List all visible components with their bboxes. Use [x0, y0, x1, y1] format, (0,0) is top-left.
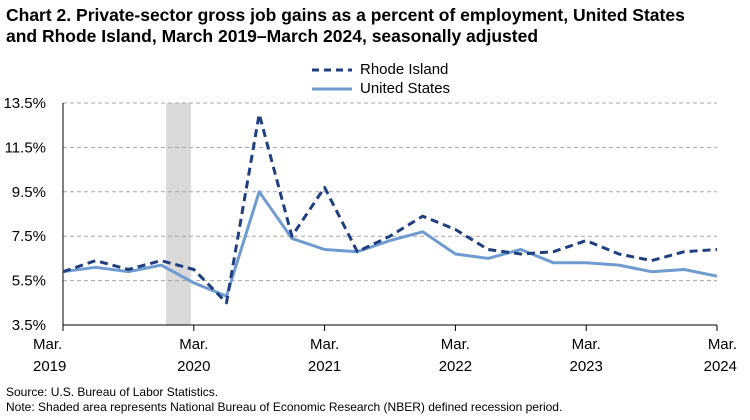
legend: Rhode Island United States — [310, 60, 450, 98]
x-tick-label-month: Mar. — [572, 336, 601, 353]
y-tick-label: 7.5% — [12, 228, 46, 245]
x-tick-label-year: 2023 — [570, 358, 603, 375]
legend-label-united-states: United States — [360, 80, 451, 97]
x-tick-label-month: Mar. — [179, 336, 208, 353]
series-line-united-states — [62, 190, 718, 298]
x-tick-label-year: 2021 — [308, 358, 341, 375]
chart-title-line-1: Chart 2. Private-sector gross job gains … — [6, 5, 685, 25]
legend-swatch-rhode-island — [312, 68, 352, 71]
footnotes: Source: U.S. Bureau of Labor Statistics.… — [6, 385, 562, 415]
recession-shade — [166, 103, 191, 325]
chart-title: Chart 2. Private-sector gross job gains … — [6, 5, 741, 47]
y-tick-label: 11.5% — [5, 139, 46, 156]
line-chart: 3.5% 5.5% 7.5% 9.5% 11.5% 13.5% Mar. 2019 Mar. 20… — [3, 95, 737, 375]
legend-item-united-states: United States — [310, 79, 450, 98]
x-tick-label-year: 2022 — [439, 358, 472, 375]
x-tick-label-month: Mar. — [33, 336, 62, 353]
source-note: Source: U.S. Bureau of Labor Statistics. — [6, 385, 219, 399]
legend-label-rhode-island: Rhode Island — [360, 61, 449, 78]
recession-note: Note: Shaded area represents National Bu… — [6, 400, 563, 414]
x-tick-label-year: 2020 — [177, 358, 210, 375]
y-tick-label: 3.5% — [12, 317, 46, 334]
y-tick-label: 13.5% — [3, 95, 46, 112]
legend-swatch-united-states — [312, 87, 352, 90]
x-tick-label-month: Mar. — [708, 336, 737, 353]
x-tick-label-year: 2024 — [704, 358, 737, 375]
x-tick-label-year: 2019 — [33, 358, 66, 375]
x-tick-label-month: Mar. — [441, 336, 470, 353]
y-tick-label: 9.5% — [12, 184, 46, 201]
chart-title-line-2: and Rhode Island, March 2019–March 2024,… — [6, 26, 539, 46]
y-tick-label: 5.5% — [12, 273, 46, 290]
legend-item-rhode-island: Rhode Island — [310, 60, 450, 79]
series-line-rhode-island — [62, 112, 718, 305]
x-tick-label-month: Mar. — [310, 336, 339, 353]
